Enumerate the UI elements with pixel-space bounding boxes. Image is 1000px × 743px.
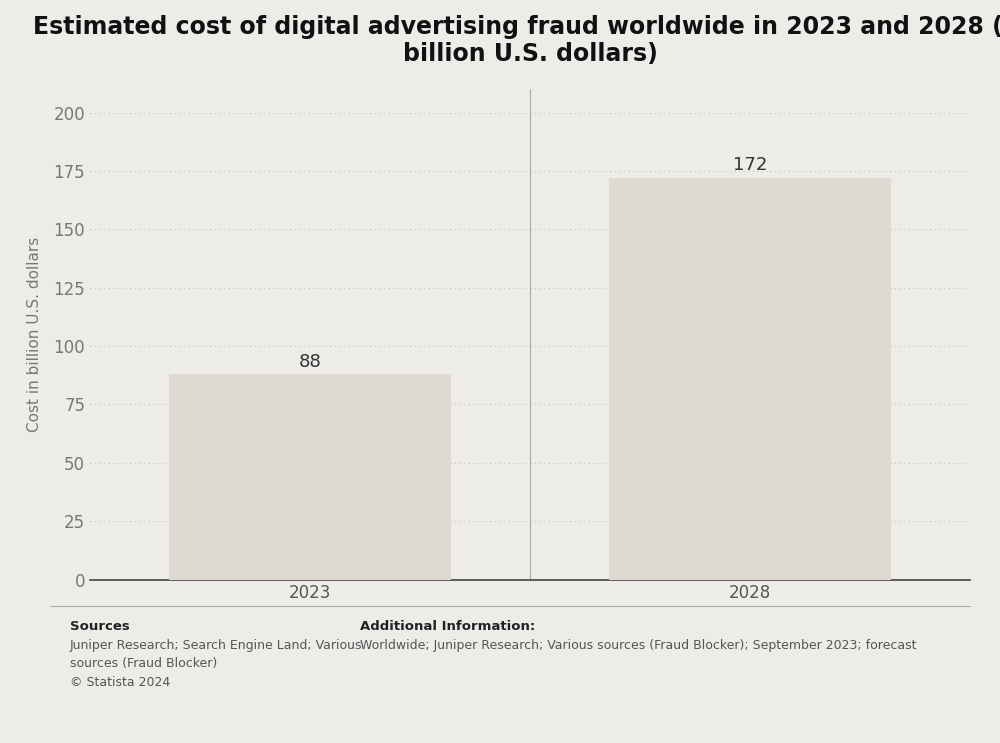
Text: 88: 88 [299,352,321,371]
Y-axis label: Cost in billion U.S. dollars: Cost in billion U.S. dollars [27,237,42,432]
Bar [169,374,451,580]
Text: Juniper Research; Search Engine Land; Various
sources (Fraud Blocker)
© Statista: Juniper Research; Search Engine Land; Va… [70,639,362,689]
Bar [609,178,891,580]
Text: Worldwide; Juniper Research; Various sources (Fraud Blocker); September 2023; fo: Worldwide; Juniper Research; Various sou… [360,639,916,652]
Text: Additional Information:: Additional Information: [360,620,535,633]
Text: 172: 172 [733,156,767,175]
Text: Sources: Sources [70,620,130,633]
Title: Estimated cost of digital advertising fraud worldwide in 2023 and 2028 (in
billi: Estimated cost of digital advertising fr… [33,15,1000,66]
